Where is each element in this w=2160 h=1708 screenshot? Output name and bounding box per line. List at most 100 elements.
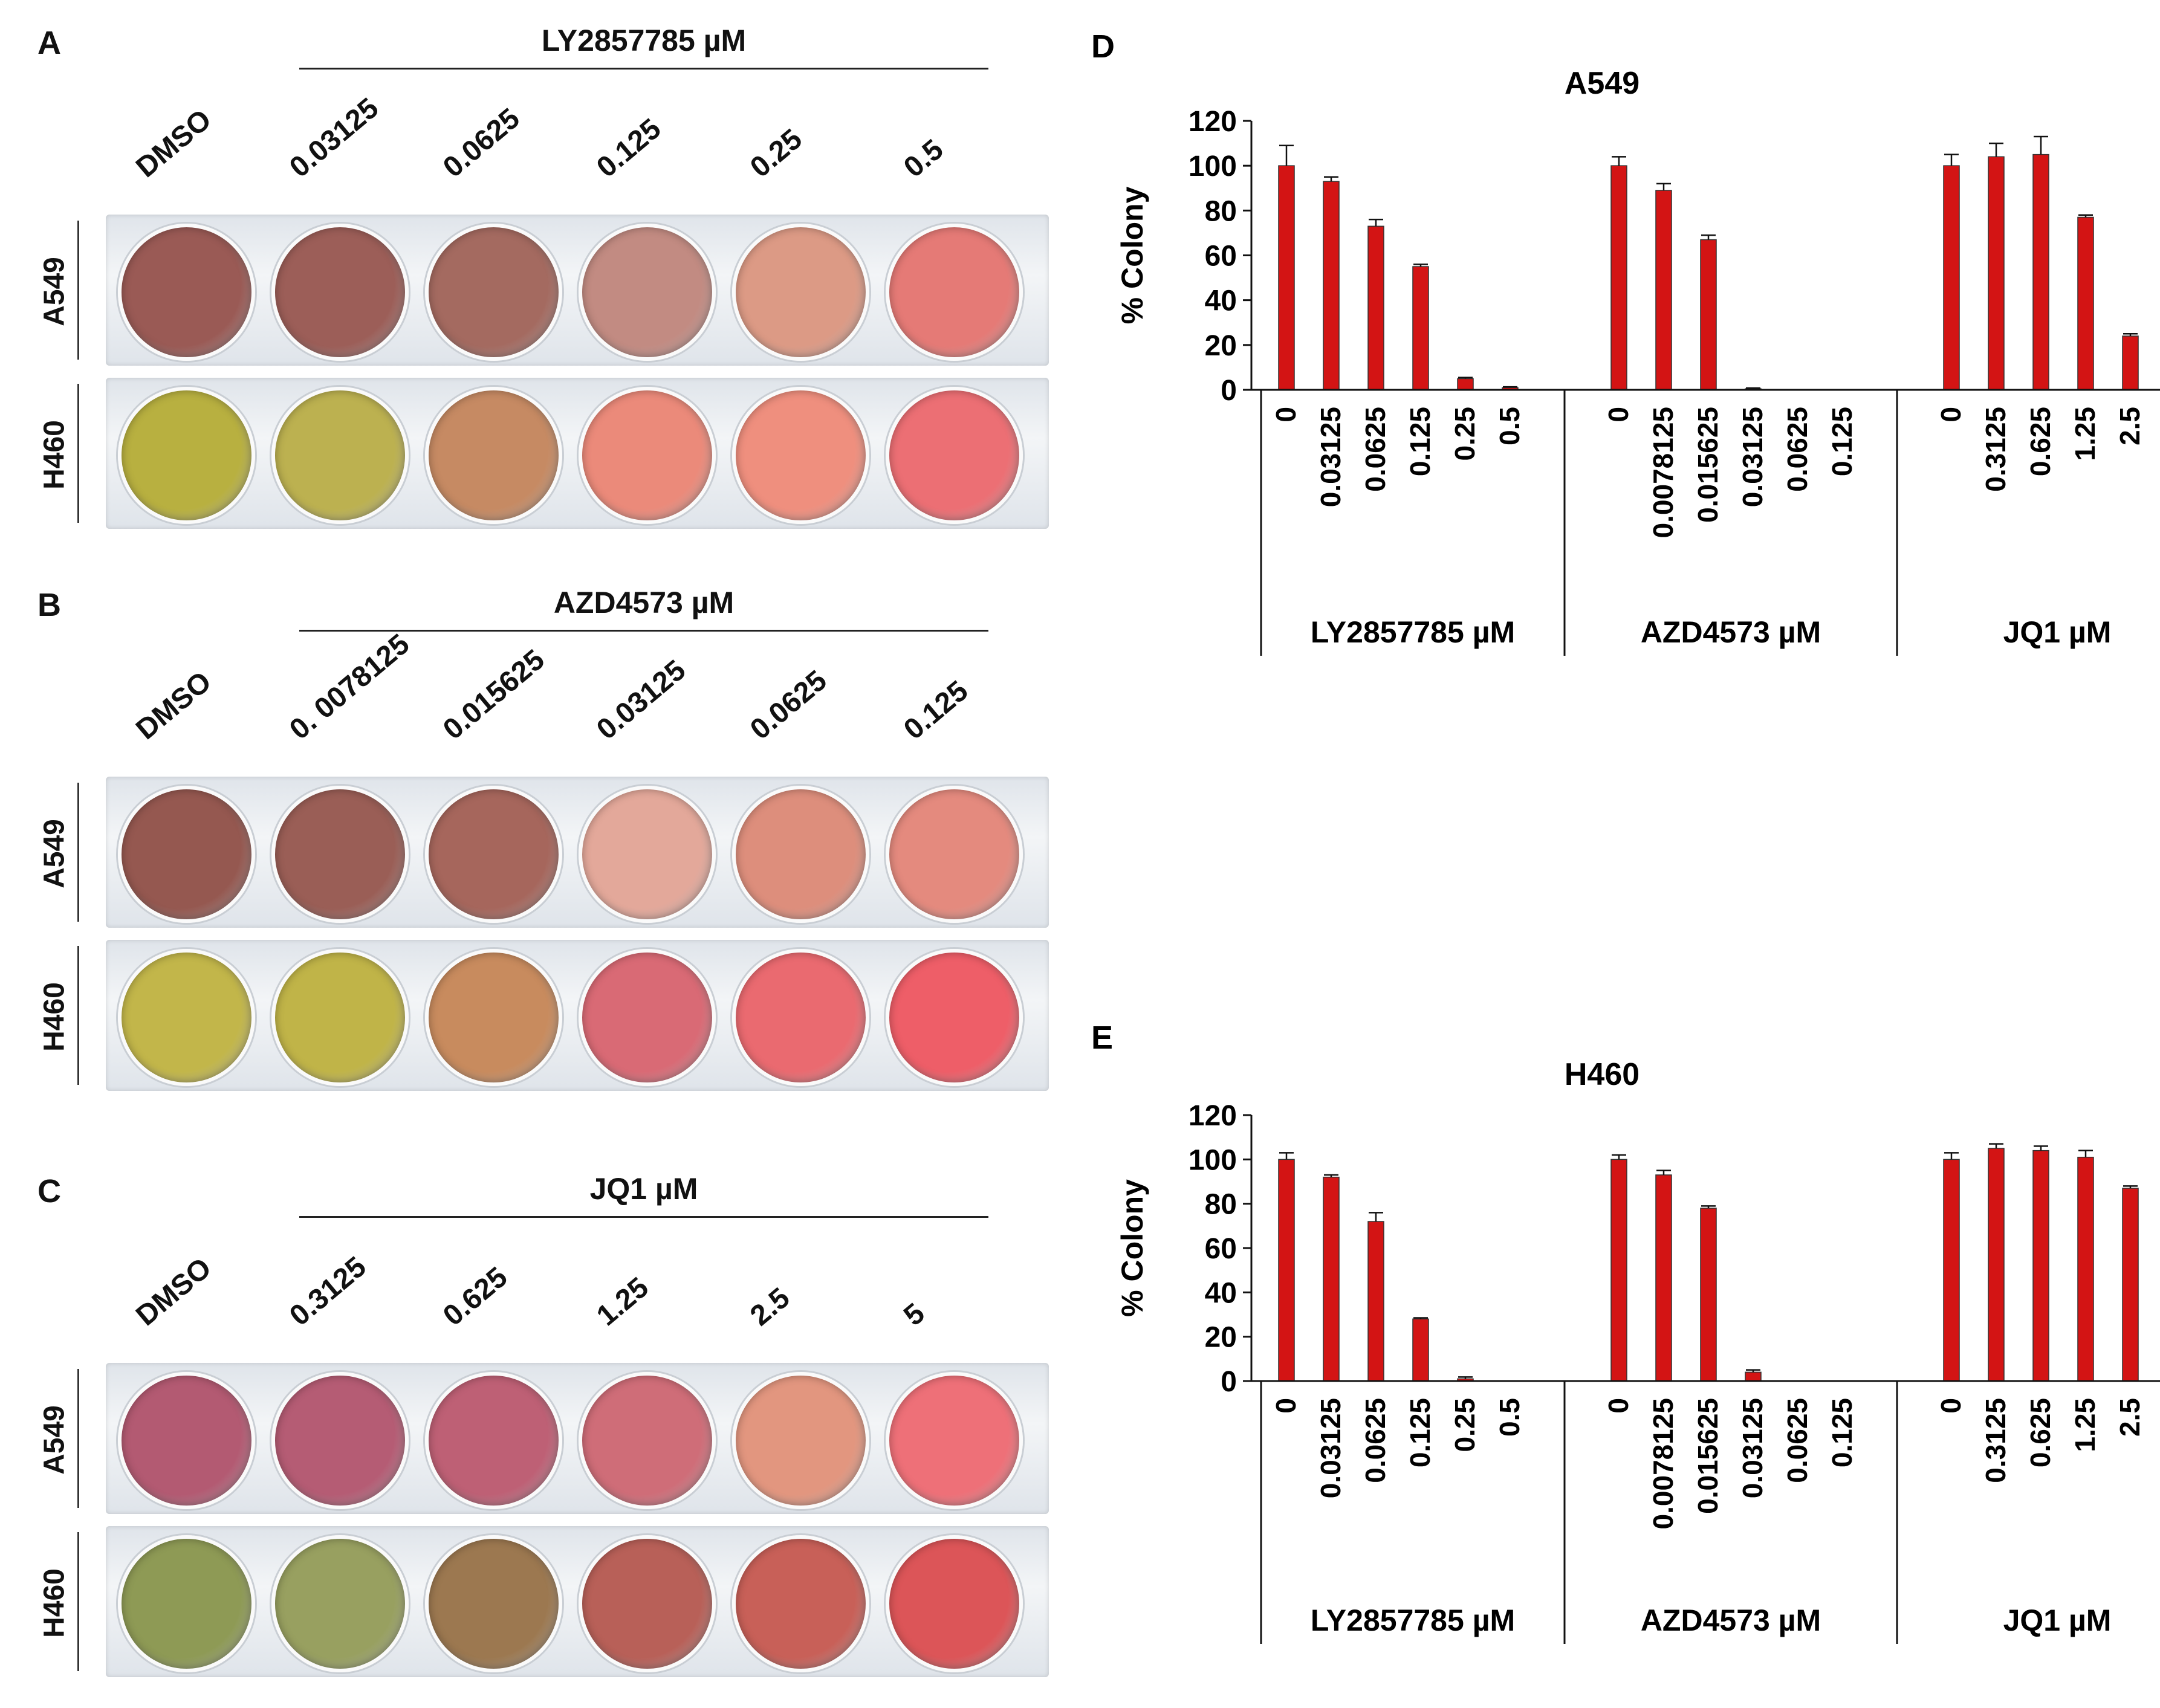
row-label: H460 — [38, 982, 71, 1052]
bar — [2077, 1156, 2094, 1382]
plate-title: AZD4573 µM — [553, 586, 735, 619]
culture-well — [425, 786, 562, 923]
culture-well — [886, 786, 1023, 923]
x-tick-label: 0.25 — [1449, 1398, 1481, 1452]
culture-well — [886, 1372, 1023, 1509]
concentration-label: 0.125 — [591, 112, 667, 184]
x-tick-label: 0 — [1935, 407, 1967, 422]
y-tick-label: 40 — [1205, 285, 1237, 317]
bar — [1367, 1221, 1384, 1382]
culture-well — [118, 786, 255, 923]
concentration-label: DMSO — [130, 665, 218, 746]
culture-well — [118, 1372, 255, 1509]
y-axis-label: % Colony — [1115, 1179, 1149, 1317]
bar — [2122, 335, 2139, 390]
x-tick-label: 0 — [1603, 407, 1634, 422]
bar — [1610, 1159, 1627, 1382]
culture-well — [732, 786, 869, 923]
culture-well — [271, 786, 409, 923]
x-tick-label: 0.0625 — [1782, 407, 1813, 492]
culture-well — [579, 1372, 716, 1509]
panel-letter: B — [37, 587, 61, 623]
culture-well — [118, 949, 255, 1086]
panel-letter: E — [1091, 1020, 1113, 1056]
culture-well — [271, 387, 409, 524]
y-tick-label: 80 — [1205, 1189, 1237, 1221]
concentration-label: 2.5 — [744, 1281, 796, 1333]
row-label-rule — [77, 1369, 79, 1508]
chart-panel-e: E H460 % Colony 0 20 40 60 80 100 120 0 0.03125 0.06… — [1091, 1020, 2160, 1644]
concentration-label: 5 — [898, 1297, 931, 1333]
culture-well — [886, 387, 1023, 524]
culture-well — [425, 949, 562, 1086]
culture-well — [425, 224, 562, 361]
concentration-label: 0.5 — [898, 133, 950, 184]
bar — [1457, 378, 1474, 390]
panel-letter: C — [37, 1173, 61, 1209]
culture-well — [732, 1372, 869, 1509]
concentration-label: 0.03125 — [591, 654, 692, 746]
row-label-rule — [77, 946, 79, 1085]
concentration-label: DMSO — [130, 103, 218, 184]
chart-title: A549 — [1565, 66, 1639, 101]
row-label: A549 — [38, 1405, 71, 1475]
y-tick-label: 0 — [1221, 1366, 1237, 1398]
plate-title-rule — [299, 630, 988, 632]
panel-letter: D — [1091, 28, 1115, 65]
row-label-rule — [77, 783, 79, 922]
concentration-label: 0.625 — [437, 1261, 514, 1333]
row-label-rule — [77, 1532, 79, 1671]
x-tick-label: 0.5 — [1494, 407, 1525, 445]
bar — [1943, 1159, 1960, 1382]
x-tick-label: 0.125 — [1826, 1398, 1858, 1467]
y-tick-label: 80 — [1205, 195, 1237, 227]
y-tick-label: 120 — [1189, 106, 1237, 138]
y-tick-label: 20 — [1205, 1322, 1237, 1354]
group-label: LY2857785 µM — [1311, 1603, 1515, 1637]
bar — [2122, 1188, 2139, 1382]
concentration-label: 0. 0078125 — [284, 628, 416, 746]
culture-well — [732, 1535, 869, 1672]
culture-well — [118, 224, 255, 361]
group-label: JQ1 µM — [2003, 1603, 2112, 1637]
bar — [1367, 225, 1384, 390]
plate-title-rule — [299, 68, 988, 70]
x-tick-label: 0.03125 — [1315, 1398, 1346, 1498]
x-tick-label: 0.125 — [1404, 1398, 1436, 1467]
concentration-label: DMSO — [130, 1252, 218, 1333]
x-tick-label: 2.5 — [2114, 1398, 2145, 1437]
culture-well — [271, 224, 409, 361]
bar — [2032, 1150, 2049, 1382]
plate-title: JQ1 µM — [589, 1172, 698, 1206]
culture-well — [579, 1535, 716, 1672]
bar — [1745, 1371, 1762, 1382]
x-tick-label: 0.0625 — [1360, 1398, 1391, 1483]
y-tick-label: 60 — [1205, 241, 1237, 273]
x-tick-label: 0.03125 — [1737, 407, 1768, 507]
culture-well — [118, 387, 255, 524]
culture-well — [579, 224, 716, 361]
y-tick-label: 60 — [1205, 1233, 1237, 1265]
concentration-label: 0.3125 — [284, 1250, 372, 1333]
culture-well — [271, 949, 409, 1086]
x-tick-label: 0.015625 — [1692, 407, 1724, 523]
x-tick-label: 0.0625 — [1782, 1398, 1813, 1483]
bar — [1323, 1176, 1340, 1382]
culture-well — [579, 949, 716, 1086]
bar — [1412, 1318, 1429, 1382]
x-tick-label: 0 — [1270, 1398, 1302, 1414]
x-tick-label: 0.03125 — [1737, 1398, 1768, 1498]
x-tick-label: 0.625 — [2025, 1398, 2056, 1467]
x-tick-label: 0.0078125 — [1647, 1398, 1679, 1529]
concentration-label: 0.25 — [744, 123, 808, 184]
culture-well — [579, 387, 716, 524]
row-label-rule — [77, 384, 79, 523]
culture-well — [425, 1372, 562, 1509]
row-label-rule — [77, 221, 79, 360]
x-tick-label: 0.25 — [1449, 407, 1481, 461]
bar — [1700, 1208, 1717, 1382]
x-tick-label: 0 — [1935, 1398, 1967, 1414]
y-tick-label: 120 — [1189, 1100, 1237, 1132]
plate-title-rule — [299, 1216, 988, 1218]
group-label: LY2857785 µM — [1311, 615, 1515, 649]
